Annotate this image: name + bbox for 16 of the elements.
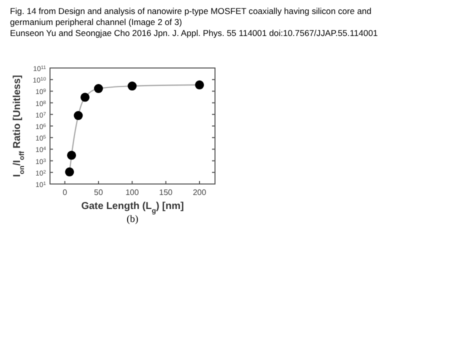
x-tick-label: 100 [125, 188, 140, 197]
chart-subtitle: Eunseon Yu and Seongjae Cho 2016 Jpn. J. Appl. Phys. 55 114001 doi:10.7567/JJAP.55.114001 [10, 28, 378, 38]
point [128, 82, 137, 91]
point [94, 84, 103, 94]
x-tick-label: 0 [62, 188, 68, 197]
x-tick-label: 200 [192, 188, 207, 197]
x-tick-label: 50 [94, 188, 104, 197]
x-axis-title: Gate Length (L$_{g}$) [nm] [81, 201, 184, 214]
point [80, 92, 90, 102]
text: (b) [126, 214, 138, 225]
point [67, 150, 76, 160]
x-tick-label: 150 [159, 188, 174, 197]
point [74, 111, 83, 120]
point [65, 167, 74, 176]
chart-title: Fig. 14 from Design and analysis of nanowire p-type MOSFET coaxially having silicon core and germanium peripheral channel (Image 2 of 3) [10, 6, 372, 27]
point [195, 80, 204, 90]
